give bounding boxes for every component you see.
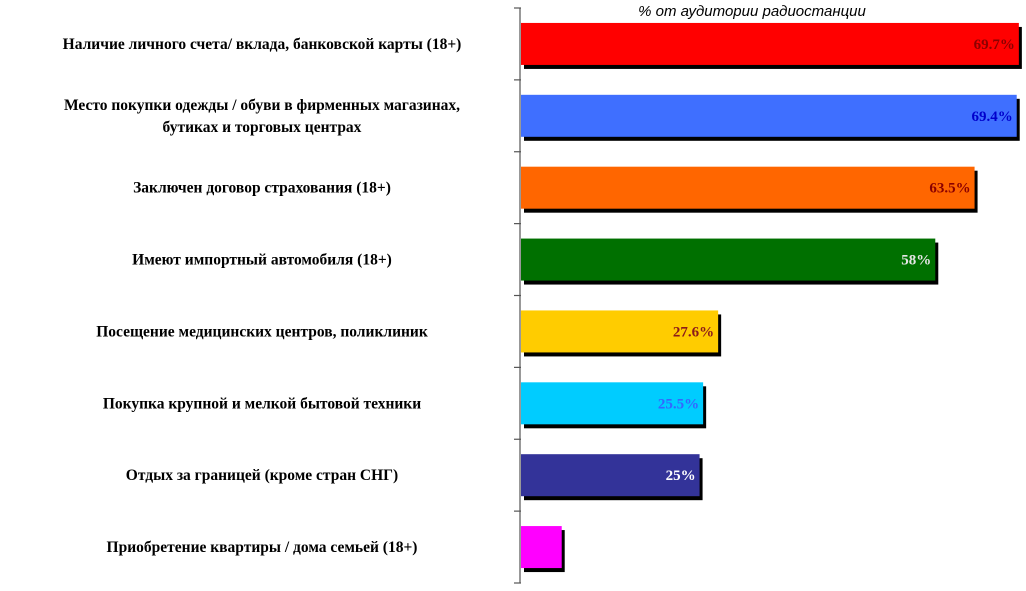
bar [521, 310, 719, 353]
bar [521, 166, 975, 209]
bar [521, 382, 704, 425]
category-label: Наличие личного счета/ вклада, банковско… [63, 36, 462, 53]
category-label: Посещение медицинских центров, поликлини… [96, 323, 428, 340]
category-label: Приобретение квартиры / дома семьей (18+… [107, 539, 418, 556]
data-label: 25.5% [658, 396, 699, 412]
category-label: Заключен договор страхования (18+) [133, 180, 391, 197]
bars-group: 69.7% 69.4% 63.5% 58% 27.6% 25.5% 25% [521, 22, 1022, 573]
data-label: 63.5% [929, 181, 970, 197]
data-label: 27.6% [673, 324, 714, 340]
category-label: бутиках и торговых центрах [163, 119, 362, 136]
category-label: Место покупки одежды / обуви в фирменных… [64, 97, 460, 114]
category-label: Покупка крупной и мелкой бытовой техники [103, 395, 421, 412]
bar [521, 526, 562, 569]
bar [521, 94, 1017, 137]
data-label: 58% [901, 253, 931, 269]
bar [521, 238, 936, 281]
category-label: Имеют импортный автомобиля (18+) [132, 252, 392, 269]
axis-title: % от аудитории радиостанции [638, 3, 866, 20]
bar [521, 454, 700, 497]
axis-ticks [514, 7, 521, 584]
bar [521, 22, 1019, 65]
category-labels: Наличие личного счета/ вклада, банковско… [63, 36, 462, 556]
data-label: 25% [666, 468, 696, 484]
data-label: 69.7% [974, 37, 1015, 53]
data-label: 69.4% [971, 109, 1012, 125]
category-label: Отдых за границей (кроме стран СНГ) [126, 467, 398, 484]
